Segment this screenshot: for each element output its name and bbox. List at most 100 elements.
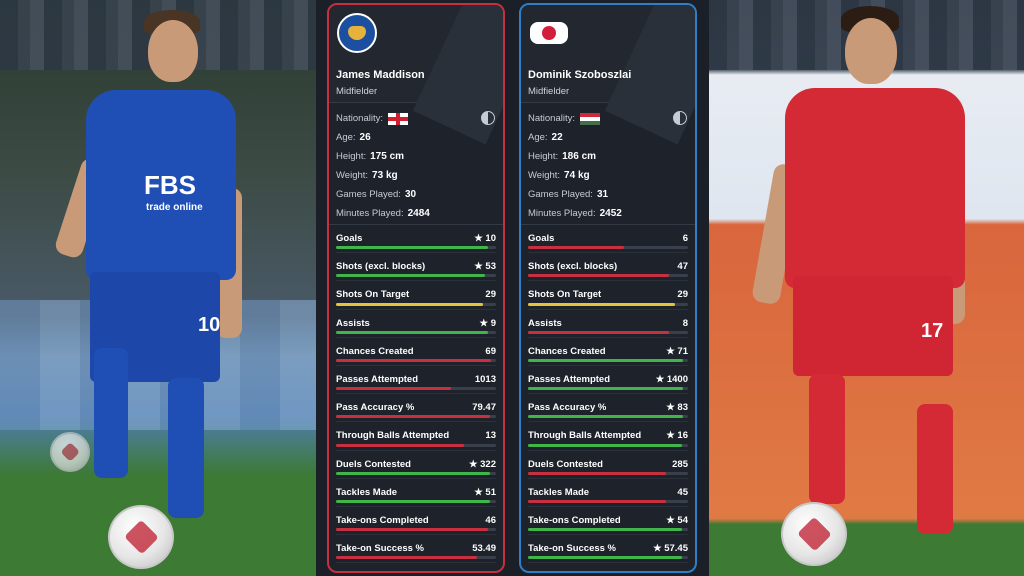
info-label: Games Played: bbox=[528, 189, 593, 200]
stat-bar-fill bbox=[528, 358, 684, 362]
stat-bar-fill bbox=[528, 302, 676, 306]
stat-row: Shots On Target 29 bbox=[528, 281, 688, 310]
info-value: 74 kg bbox=[564, 170, 590, 181]
shorts-number: 10 bbox=[198, 314, 221, 336]
stat-label: Shots On Target bbox=[528, 289, 602, 301]
stat-label: Assists bbox=[528, 317, 562, 329]
stat-bar-fill bbox=[336, 415, 490, 419]
stat-bar bbox=[336, 330, 496, 334]
stat-row: Take-ons Completed ★ 54 bbox=[528, 507, 688, 536]
background-ball bbox=[50, 432, 90, 472]
football bbox=[781, 502, 847, 566]
info-value: 22 bbox=[551, 132, 563, 143]
stat-label: Chances Created bbox=[336, 345, 414, 357]
stat-row: Tackles Made 45 bbox=[528, 479, 688, 507]
player-name: James Maddison bbox=[336, 69, 425, 81]
stat-value: ★ 9 bbox=[479, 317, 496, 329]
stat-bar bbox=[336, 556, 496, 560]
stat-label: Take-on Success % bbox=[528, 543, 617, 555]
stat-bar-fill bbox=[336, 387, 452, 391]
football bbox=[108, 505, 174, 569]
stat-value: 45 bbox=[677, 486, 688, 498]
stat-row: Duels Contested 285 bbox=[528, 451, 688, 479]
info-label: Weight: bbox=[528, 170, 561, 181]
stat-bar bbox=[336, 274, 496, 278]
stat-row: Passes Attempted 1013 bbox=[336, 366, 496, 395]
stat-bar bbox=[336, 443, 496, 447]
stat-value: ★ 16 bbox=[666, 430, 688, 442]
stat-label: Tackles Made bbox=[336, 486, 398, 498]
stat-value: ★ 57.45 bbox=[653, 543, 688, 555]
info-label: Minutes Played: bbox=[528, 208, 596, 219]
stat-value: 285 bbox=[672, 458, 688, 470]
stat-label: Duels Contested bbox=[528, 458, 603, 470]
player-card-maddison: James Maddison Midfielder Nationality: A… bbox=[327, 3, 505, 573]
info-label: Age: bbox=[528, 132, 548, 143]
stat-bar bbox=[528, 415, 688, 419]
stat-bar-fill bbox=[528, 387, 684, 391]
stat-label: Shots (excl. blocks) bbox=[528, 261, 618, 273]
player-info: Nationality: Age: 22 Height: 186 cm Weight… bbox=[521, 103, 695, 225]
info-label: Games Played: bbox=[336, 189, 401, 200]
card-header: James Maddison Midfielder bbox=[329, 5, 503, 145]
stat-label: Take-on Success % bbox=[336, 543, 425, 555]
leicester-city-crest-icon bbox=[337, 13, 377, 53]
stat-bar-fill bbox=[336, 358, 492, 362]
info-label: Height: bbox=[528, 151, 559, 162]
stat-value: ★ 53 bbox=[474, 261, 496, 273]
info-value: 186 cm bbox=[562, 151, 597, 162]
stat-row: Passes Attempted ★ 1400 bbox=[528, 366, 688, 395]
stat-row: Assists ★ 9 bbox=[336, 310, 496, 338]
england-flag-icon bbox=[388, 112, 408, 125]
stat-value: 47 bbox=[677, 261, 688, 273]
info-label: Height: bbox=[336, 151, 367, 162]
stat-label: Tackles Made bbox=[528, 486, 590, 498]
player-position: Midfielder bbox=[528, 86, 570, 97]
info-value: 2484 bbox=[407, 208, 430, 219]
stat-bar-fill bbox=[336, 330, 488, 334]
stat-bar bbox=[336, 471, 496, 475]
stat-bar-fill bbox=[528, 415, 684, 419]
compare-toggle-icon[interactable] bbox=[673, 111, 687, 125]
info-value: 175 cm bbox=[370, 151, 405, 162]
stat-row: Take-ons Completed 46 bbox=[336, 507, 496, 536]
stat-row: Through Balls Attempted ★ 16 bbox=[528, 422, 688, 451]
shirt-sponsor-sub: trade online bbox=[146, 202, 203, 213]
stat-bar bbox=[528, 246, 688, 250]
stat-label: Take-ons Completed bbox=[336, 514, 429, 526]
stat-row: Shots (excl. blocks) ★ 53 bbox=[336, 253, 496, 282]
stat-bar bbox=[528, 330, 688, 334]
stat-value: 29 bbox=[485, 289, 496, 301]
stat-bar-fill bbox=[336, 471, 490, 475]
stat-label: Through Balls Attempted bbox=[528, 430, 642, 442]
stat-bar-fill bbox=[336, 556, 477, 560]
player-info: Nationality: Age: 26 Height: 175 cm Weight… bbox=[329, 103, 503, 225]
stat-row: Tackles Made ★ 51 bbox=[336, 479, 496, 507]
stat-value: ★ 322 bbox=[468, 458, 496, 470]
pitch bbox=[709, 526, 1024, 576]
compare-toggle-icon[interactable] bbox=[481, 111, 495, 125]
stat-label: Goals bbox=[336, 233, 363, 244]
info-value: 30 bbox=[404, 189, 417, 200]
stat-bar bbox=[336, 358, 496, 362]
stat-bar bbox=[336, 387, 496, 391]
info-value: 2452 bbox=[599, 208, 622, 219]
shorts-number: 17 bbox=[921, 320, 944, 342]
stat-row: Take-on Success % 53.49 bbox=[336, 535, 496, 564]
rb-leipzig-crest-icon bbox=[529, 13, 569, 53]
stats-list: Goals ★ 10 Shots (excl. blocks) ★ 53 Shots O… bbox=[329, 225, 503, 564]
stat-bar-fill bbox=[528, 528, 682, 532]
stat-value: ★ 1400 bbox=[655, 373, 688, 385]
stats-list: Goals 6 Shots (excl. blocks) 47 Shots On Tar… bbox=[521, 225, 695, 564]
stat-value: 13 bbox=[485, 430, 496, 442]
stat-row: Pass Accuracy % ★ 83 bbox=[528, 394, 688, 423]
stat-row: Through Balls Attempted 13 bbox=[336, 422, 496, 451]
stat-bar bbox=[528, 274, 688, 278]
stat-row: Shots (excl. blocks) 47 bbox=[528, 253, 688, 282]
nationality-label: Nationality: bbox=[336, 113, 383, 124]
stat-bar-fill bbox=[336, 246, 488, 250]
stat-bar-fill bbox=[528, 274, 669, 278]
stat-bar-fill bbox=[336, 499, 490, 503]
stat-value: 46 bbox=[485, 514, 496, 526]
stat-label: Duels Contested bbox=[336, 458, 411, 470]
